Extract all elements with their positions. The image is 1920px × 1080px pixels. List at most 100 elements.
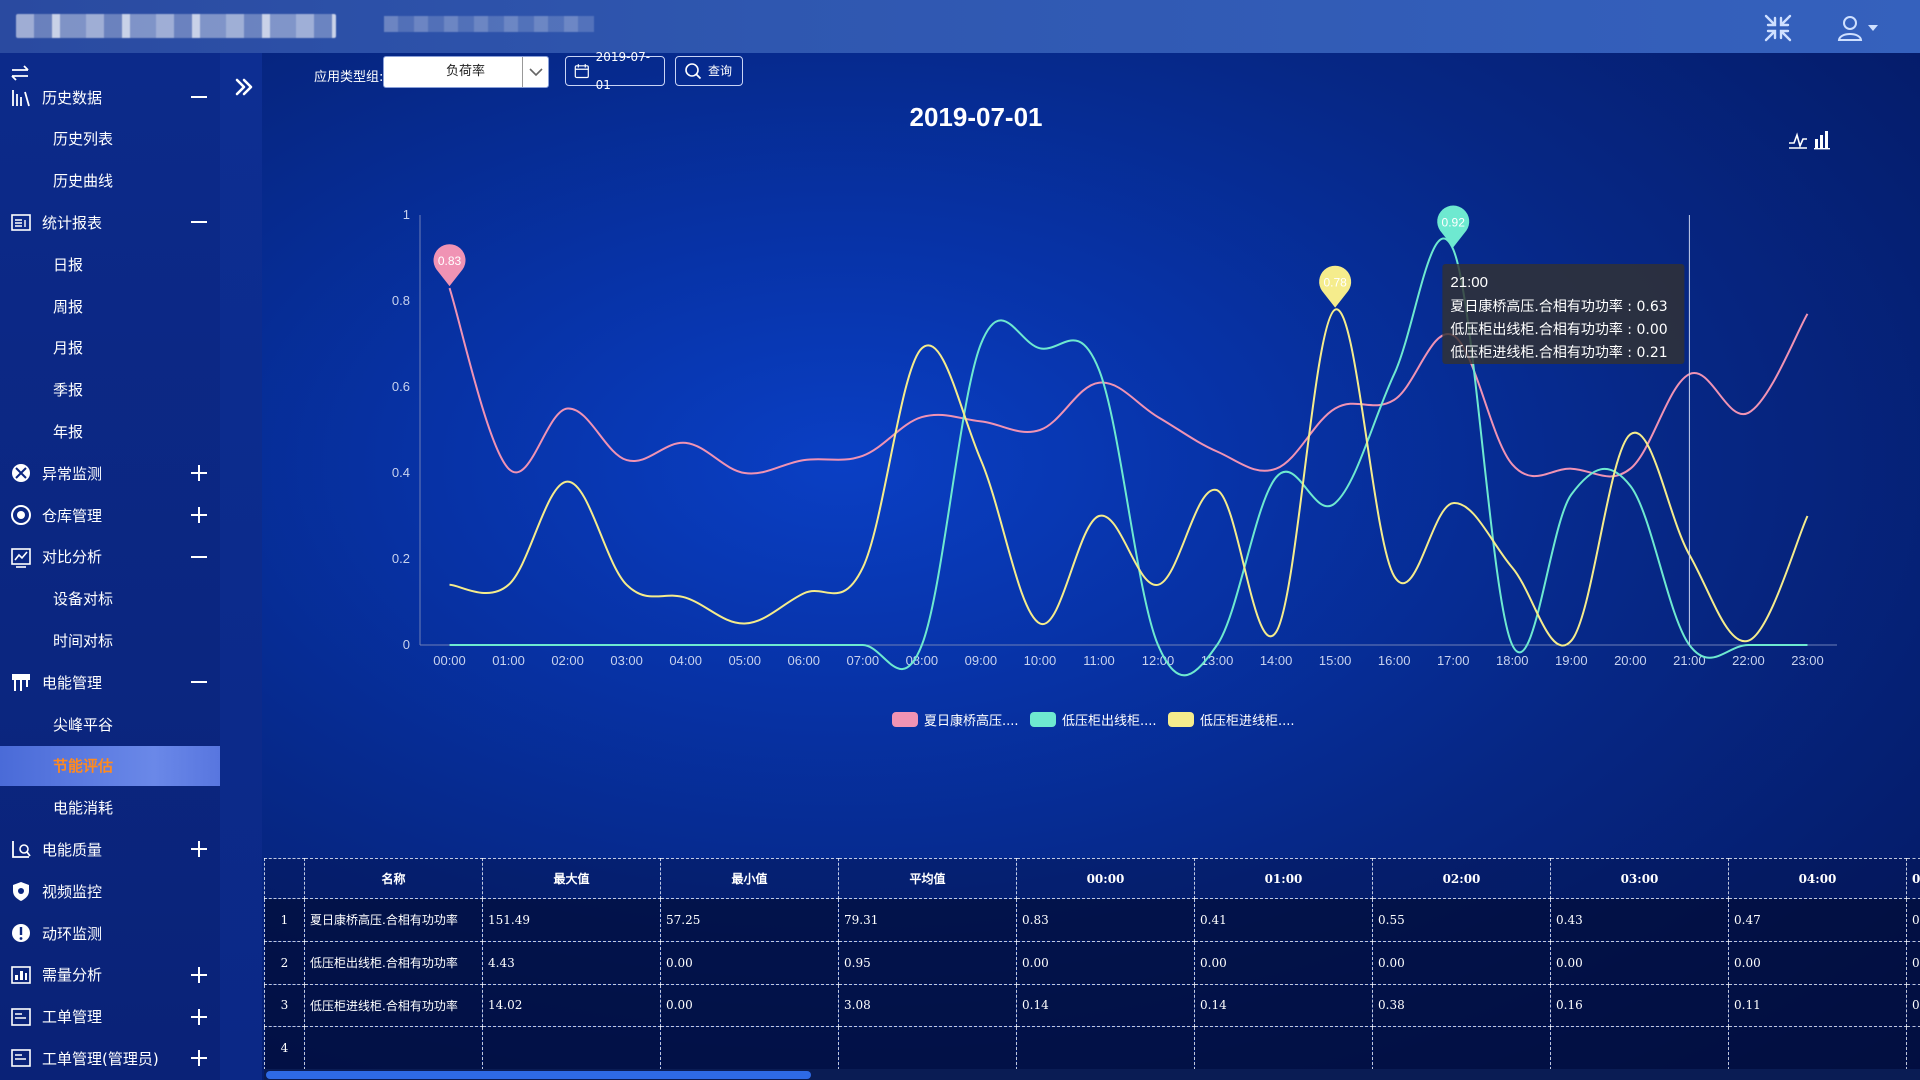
table-header-cell: 最小值	[660, 858, 839, 899]
double-chevron-right-icon[interactable]	[234, 77, 254, 97]
sidebar-menu-workorder[interactable]: 工单管理	[0, 997, 220, 1037]
chevron-down-icon	[529, 68, 543, 77]
sidebar-menu-quality[interactable]: 电能质量	[0, 829, 220, 869]
sidebar-subitem[interactable]: 历史曲线	[53, 172, 114, 191]
table-row[interactable]: 4	[264, 1026, 1920, 1070]
x-tick-label: 21:00	[1673, 653, 1706, 668]
x-tick-label: 14:00	[1260, 653, 1293, 668]
table-cell: 0.43	[1550, 898, 1729, 942]
legend-label: 低压柜进线柜....	[1200, 714, 1295, 729]
sidebar-subitem[interactable]: 季报	[53, 381, 84, 400]
sidebar-subitem[interactable]: 月报	[53, 339, 84, 358]
sidebar-menu-power[interactable]: 电能管理	[0, 662, 220, 702]
bar-chart-icon[interactable]	[1814, 131, 1830, 150]
select-caret[interactable]	[522, 57, 548, 87]
sidebar-menu-label: 电能质量	[42, 840, 103, 859]
type-group-select[interactable]: 负荷率	[383, 56, 549, 88]
collapse-minus-icon[interactable]	[190, 88, 208, 106]
sidebar-menu-warehouse[interactable]: 仓库管理	[0, 495, 220, 535]
table-cell: 57.25	[660, 898, 839, 942]
x-tick-label: 12:00	[1142, 653, 1175, 668]
query-label: 查询	[708, 64, 733, 78]
sidebar-menu-compare[interactable]: 对比分析	[0, 537, 220, 577]
table-header-cell: 03:00	[1550, 858, 1729, 899]
table-cell: 0.16	[1550, 983, 1729, 1028]
report-icon	[11, 214, 31, 232]
date-picker-button[interactable]: 2019-07-01	[565, 50, 665, 92]
table-cell: 0.00	[1728, 940, 1907, 985]
sidebar-menu-report[interactable]: 统计报表	[0, 202, 220, 242]
collapse-minus-icon[interactable]	[190, 548, 208, 566]
table-header-cell: 0	[1906, 858, 1920, 899]
table-row[interactable]: 1 夏日康桥高压.合相有功功率 151.49 57.25 79.31 0.83 0.41 0.…	[264, 898, 1920, 942]
y-tick-label: 1	[403, 207, 410, 222]
table-cell: 3.08	[838, 983, 1017, 1028]
legend-item-2[interactable]: 低压柜出线柜....	[1030, 712, 1157, 729]
expand-plus-icon[interactable]	[190, 966, 208, 984]
sidebar-subitem[interactable]: 节能评估	[0, 745, 220, 786]
sidebar: 历史数据历史列表历史曲线统计报表日报周报月报季报年报异常监测 仓库管理 对比分析设备…	[0, 53, 220, 1080]
sidebar-subitem[interactable]: 电能消耗	[53, 799, 114, 818]
exit-fullscreen-icon[interactable]	[1762, 12, 1794, 44]
table-cell	[660, 1026, 839, 1070]
x-tick-label: 08:00	[906, 653, 939, 668]
x-tick-label: 01:00	[492, 653, 525, 668]
x-tick-label: 16:00	[1378, 653, 1411, 668]
sidebar-menu-camera[interactable]: 视频监控	[0, 871, 220, 911]
table-cell: 4	[264, 1026, 305, 1070]
warehouse-icon	[11, 505, 31, 525]
table-cell: 2	[264, 940, 305, 985]
sidebar-menu-alarm[interactable]: 异常监测	[0, 453, 220, 493]
sidebar-subitem[interactable]: 尖峰平谷	[53, 715, 114, 734]
table-cell: 0.00	[1016, 940, 1195, 985]
expand-plus-icon[interactable]	[190, 1049, 208, 1067]
table-row[interactable]: 3 低压柜进线柜.合相有功功率 14.02 0.00 3.08 0.14 0.14 0.38 0…	[264, 983, 1920, 1028]
sidebar-subitem[interactable]: 日报	[53, 255, 84, 274]
y-tick-label: 0.4	[392, 465, 410, 480]
x-tick-label: 06:00	[787, 653, 820, 668]
max-value-pin: 0.83	[433, 244, 466, 287]
sidebar-menu-warning[interactable]: 动环监测	[0, 913, 220, 953]
sidebar-subitem[interactable]: 周报	[53, 297, 84, 316]
table-cell: 0.11	[1728, 983, 1907, 1028]
collapse-minus-icon[interactable]	[190, 673, 208, 691]
sidebar-subitem[interactable]: 历史列表	[53, 130, 114, 149]
legend-item-3[interactable]: 低压柜进线柜....	[1168, 712, 1295, 729]
table-header-cell: 02:00	[1372, 858, 1551, 899]
line-chart: 0 0.2 0.4 0.6 0.8 1 00:00 01:00 02:00 03:00 04:00 0…	[392, 205, 1837, 729]
sidebar-menu-bar-chart[interactable]: 历史数据	[0, 77, 220, 117]
table-cell: 低压柜出线柜.合相有功功率	[304, 940, 483, 985]
series-line-1[interactable]	[448, 287, 1809, 478]
legend-label: 夏日康桥高压....	[924, 713, 1019, 729]
swap-icon[interactable]	[10, 65, 30, 81]
sidebar-subitem[interactable]: 设备对标	[53, 590, 114, 609]
chart-title: 2019-07-01	[909, 102, 1043, 132]
table-row[interactable]: 2 低压柜出线柜.合相有功功率 4.43 0.00 0.95 0.00 0.00 0.00 0.…	[264, 940, 1920, 985]
user-icon[interactable]	[1836, 14, 1864, 42]
expand-plus-icon[interactable]	[190, 1008, 208, 1026]
series-line-3[interactable]	[449, 308, 1809, 647]
query-button[interactable]: 查询	[675, 56, 743, 86]
expand-plus-icon[interactable]	[190, 464, 208, 482]
alarm-icon	[12, 464, 30, 483]
horizontal-scrollbar[interactable]	[264, 1069, 1920, 1080]
sidebar-menu-workorder-admin[interactable]: 工单管理(管理员)	[0, 1038, 220, 1078]
chevron-down-icon[interactable]	[1868, 24, 1878, 32]
collapse-minus-icon[interactable]	[190, 213, 208, 231]
pin-label: 0.83	[438, 254, 462, 268]
legend-item-1[interactable]: 夏日康桥高压....	[892, 712, 1019, 729]
sidebar-menu-demand[interactable]: 需量分析	[0, 955, 220, 995]
scrollbar-thumb[interactable]	[266, 1071, 811, 1079]
expand-plus-icon[interactable]	[190, 840, 208, 858]
sidebar-subitem[interactable]: 年报	[53, 422, 84, 441]
expand-plus-icon[interactable]	[190, 506, 208, 524]
search-icon	[685, 63, 702, 80]
table-header-cell: 名称	[304, 858, 483, 899]
sidebar-subitem[interactable]: 时间对标	[53, 631, 114, 650]
workorder-admin-icon	[11, 1049, 31, 1068]
x-tick-label: 18:00	[1496, 653, 1529, 668]
line-chart-icon[interactable]	[1789, 132, 1807, 149]
quality-icon	[12, 841, 31, 859]
calendar-icon	[574, 64, 589, 79]
series-line-2[interactable]	[449, 237, 1808, 677]
